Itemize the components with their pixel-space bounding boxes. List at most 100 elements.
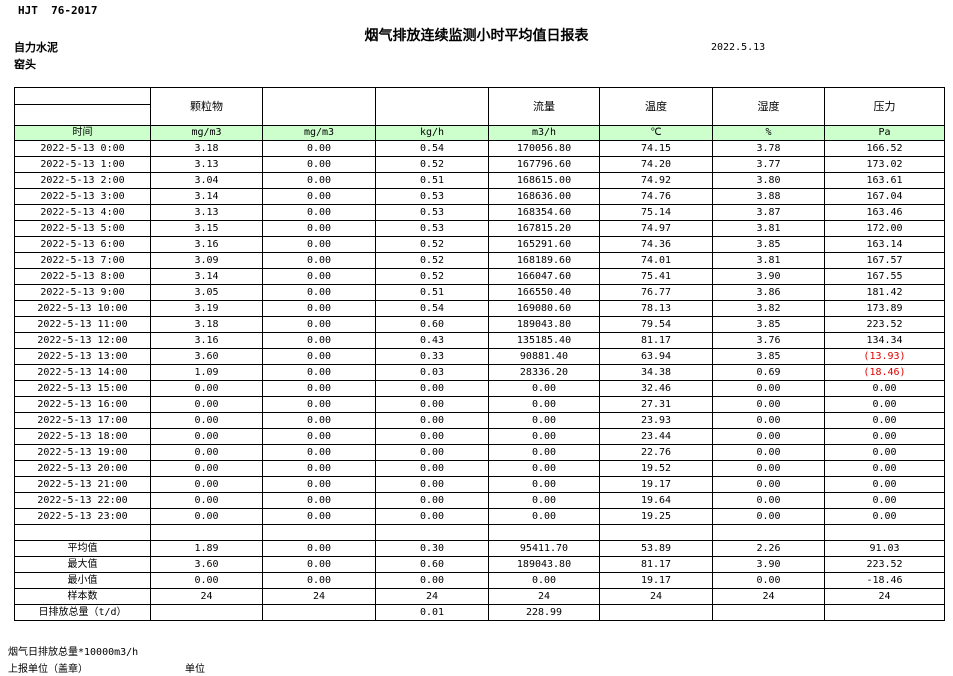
value-cell: 0.52 <box>375 252 489 269</box>
value-cell: 0.60 <box>375 556 489 573</box>
value-cell: 0.00 <box>375 476 489 493</box>
table-row: 2022-5-13 16:00 0.00 0.00 0.00 0.00 27.31 0.00… <box>14 396 945 413</box>
value-cell: 24 <box>712 588 825 605</box>
row-label-cell: 样本数 <box>14 588 151 605</box>
value-cell: 0.00 <box>262 492 376 509</box>
time-header-cell: 时间 <box>14 125 151 141</box>
value-cell: 3.60 <box>150 556 263 573</box>
row-label-cell: 2022-5-13 4:00 <box>14 204 151 221</box>
row-label-cell: 2022-5-13 23:00 <box>14 508 151 525</box>
value-cell: 23.44 <box>599 428 713 445</box>
row-label-cell <box>14 524 151 541</box>
table-row: 2022-5-13 7:00 3.09 0.00 0.52 168189.60 74.01… <box>14 252 945 269</box>
table-row: 2022-5-13 14:00 1.09 0.00 0.03 28336.20 34.38… <box>14 364 945 381</box>
value-cell: 167815.20 <box>488 220 600 237</box>
value-cell: 0.00 <box>262 348 376 365</box>
value-cell: 0.00 <box>150 428 263 445</box>
value-cell: 170056.80 <box>488 140 600 157</box>
value-cell: 0.00 <box>262 572 376 589</box>
table-header: 颗粒物 流量 温度 湿度 压力 时间 mg/m3 mg/m3 kg/h m3/h… <box>14 87 945 141</box>
value-cell: 0.00 <box>262 444 376 461</box>
value-cell: 19.25 <box>599 508 713 525</box>
value-cell: 223.52 <box>824 316 945 333</box>
value-cell <box>824 604 945 621</box>
value-cell: (18.46) <box>824 364 945 381</box>
value-cell: 166.52 <box>824 140 945 157</box>
table-row: 2022-5-13 6:00 3.16 0.00 0.52 165291.60 74.36… <box>14 236 945 253</box>
table-row: 2022-5-13 3:00 3.14 0.00 0.53 168636.00 74.76… <box>14 188 945 205</box>
row-label-cell: 2022-5-13 14:00 <box>14 364 151 381</box>
value-cell: 19.17 <box>599 476 713 493</box>
value-cell: 27.31 <box>599 396 713 413</box>
value-cell: 3.90 <box>712 556 825 573</box>
row-label-cell: 2022-5-13 5:00 <box>14 220 151 237</box>
value-cell: 0.00 <box>262 172 376 189</box>
group-header-row: 颗粒物 流量 温度 湿度 压力 <box>14 87 945 126</box>
row-label-cell: 2022-5-13 9:00 <box>14 284 151 301</box>
value-cell: 0.52 <box>375 156 489 173</box>
value-cell: 79.54 <box>599 316 713 333</box>
unit-cell: ℃ <box>599 125 713 141</box>
value-cell: 1.89 <box>150 540 263 557</box>
value-cell: 3.15 <box>150 220 263 237</box>
value-cell: 0.00 <box>824 412 945 429</box>
value-cell: 0.00 <box>262 460 376 477</box>
value-cell: 0.00 <box>262 508 376 525</box>
value-cell: 0.53 <box>375 204 489 221</box>
value-cell: 167.55 <box>824 268 945 285</box>
value-cell: 0.00 <box>262 236 376 253</box>
value-cell: 134.34 <box>824 332 945 349</box>
value-cell: 173.89 <box>824 300 945 317</box>
table-row: 2022-5-13 15:00 0.00 0.00 0.00 0.00 32.46 0.00… <box>14 380 945 397</box>
value-cell: 0.51 <box>375 172 489 189</box>
value-cell: 0.60 <box>375 316 489 333</box>
value-cell: 19.64 <box>599 492 713 509</box>
value-cell: 0.00 <box>375 412 489 429</box>
row-label-cell: 2022-5-13 1:00 <box>14 156 151 173</box>
table-row: 2022-5-13 10:00 3.19 0.00 0.54 169080.60 78.1… <box>14 300 945 317</box>
row-label-cell: 2022-5-13 11:00 <box>14 316 151 333</box>
value-cell: 189043.80 <box>488 556 600 573</box>
value-cell: 0.00 <box>262 412 376 429</box>
value-cell: 0.00 <box>262 252 376 269</box>
value-cell: 24 <box>262 588 376 605</box>
value-cell: 76.77 <box>599 284 713 301</box>
value-cell: 0.00 <box>262 396 376 413</box>
value-cell: 0.33 <box>375 348 489 365</box>
value-cell: 0.00 <box>712 380 825 397</box>
value-cell: 3.18 <box>150 316 263 333</box>
value-cell: 228.99 <box>488 604 600 621</box>
value-cell: 74.15 <box>599 140 713 157</box>
unit-cell: mg/m3 <box>150 125 263 141</box>
value-cell: 0.00 <box>712 428 825 445</box>
value-cell: 0.00 <box>150 572 263 589</box>
value-cell: 0.00 <box>712 396 825 413</box>
value-cell: 0.00 <box>824 508 945 525</box>
value-cell: 75.14 <box>599 204 713 221</box>
header-flow: 流量 <box>488 87 600 126</box>
summary-row: 日排放总量（t/d） 0.01 228.99 <box>14 604 945 621</box>
report-unit-label: 上报单位（盖章） <box>8 664 88 675</box>
value-cell: 28336.20 <box>488 364 600 381</box>
row-label-cell: 2022-5-13 13:00 <box>14 348 151 365</box>
value-cell: 223.52 <box>824 556 945 573</box>
row-label-cell: 2022-5-13 17:00 <box>14 412 151 429</box>
value-cell: 0.00 <box>712 492 825 509</box>
value-cell: 3.81 <box>712 220 825 237</box>
row-label-cell: 平均值 <box>14 540 151 557</box>
row-label-cell: 2022-5-13 12:00 <box>14 332 151 349</box>
table-row: 2022-5-13 1:00 3.13 0.00 0.52 167796.60 74.20… <box>14 156 945 173</box>
value-cell: 63.94 <box>599 348 713 365</box>
table-row: 2022-5-13 17:00 0.00 0.00 0.00 0.00 23.93 0.00… <box>14 412 945 429</box>
value-cell: 0.00 <box>824 492 945 509</box>
value-cell: 0.00 <box>262 428 376 445</box>
value-cell: 0.00 <box>488 476 600 493</box>
value-cell: 32.46 <box>599 380 713 397</box>
value-cell: 3.85 <box>712 236 825 253</box>
value-cell: 34.38 <box>599 364 713 381</box>
table-row: 2022-5-13 18:00 0.00 0.00 0.00 0.00 23.44 0.00… <box>14 428 945 445</box>
header-blank-col3 <box>262 87 376 126</box>
header-pressure: 压力 <box>824 87 945 126</box>
spacer-rows <box>14 524 945 541</box>
row-label-cell: 2022-5-13 8:00 <box>14 268 151 285</box>
